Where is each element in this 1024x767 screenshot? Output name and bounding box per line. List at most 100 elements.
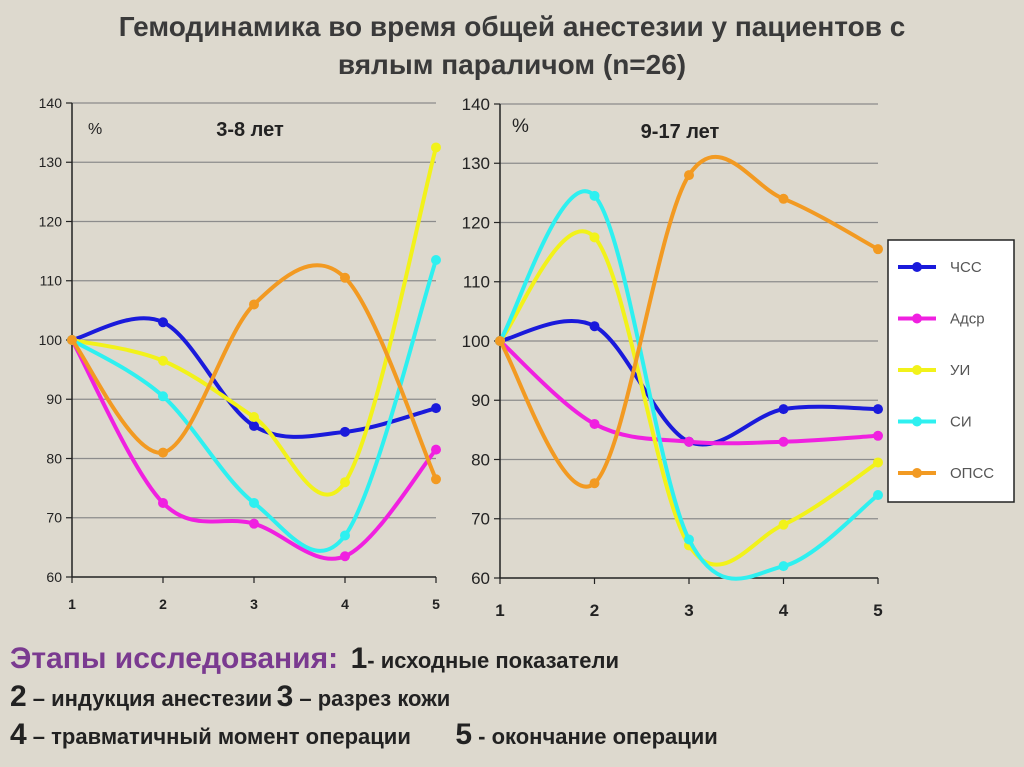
legend-swatch-marker — [912, 313, 922, 324]
data-point — [431, 444, 441, 455]
x-tick-label: 2 — [159, 596, 167, 612]
data-point — [249, 420, 259, 431]
y-tick-label: 90 — [46, 391, 62, 407]
data-point — [249, 518, 259, 529]
y-tick-label: 60 — [46, 569, 62, 585]
series-line-УИ — [70, 145, 438, 497]
data-point — [778, 404, 789, 415]
series-line-СИ — [498, 189, 880, 581]
data-point — [873, 430, 883, 441]
data-point — [249, 497, 259, 508]
page-title: Гемодинамика во время общей анестезии у … — [0, 8, 1024, 84]
data-point — [158, 391, 168, 402]
title-line-1: Гемодинамика во время общей анестезии у … — [118, 11, 906, 42]
stages-label: Этапы исследования: — [10, 642, 339, 675]
data-point — [431, 255, 441, 266]
series-line-СИ — [70, 258, 438, 553]
x-tick-label: 2 — [590, 601, 599, 620]
data-point — [778, 519, 789, 530]
data-point — [589, 232, 600, 243]
chart-right: 60 70 80 90 100 110 120 130 140 1 2 3 4 5% 9-17 лет ЧСС… — [462, 95, 1015, 620]
x-tick-label: 5 — [432, 596, 440, 612]
legend-swatch-marker — [912, 416, 922, 427]
stages-line-3: 4 – травматичный момент операции 5 - око… — [10, 716, 1010, 754]
data-point — [431, 142, 441, 153]
y-tick-label: 70 — [46, 510, 62, 526]
y-tick-label: 100 — [39, 332, 63, 348]
stage-2-number: 2 — [10, 680, 27, 713]
legend-swatch-marker — [912, 468, 922, 478]
data-point — [249, 299, 259, 310]
data-point — [158, 497, 168, 508]
stage-5-text: - окончание операции — [472, 724, 718, 749]
data-point — [340, 477, 350, 488]
y-tick-label: 110 — [40, 273, 63, 289]
chart-title: 3-8 лет — [216, 119, 284, 141]
data-point — [873, 404, 883, 415]
data-point — [589, 321, 600, 332]
y-tick-label: 140 — [39, 95, 63, 111]
data-point — [158, 317, 168, 328]
x-tick-label: 4 — [341, 596, 349, 612]
x-tick-label: 3 — [250, 596, 258, 612]
data-point — [431, 403, 441, 414]
legend-label: СИ — [950, 414, 972, 431]
legend-label: УИ — [950, 362, 970, 379]
legend-label: ОПСС — [950, 465, 994, 482]
x-tick-label: 1 — [68, 596, 76, 612]
chart-title: 9-17 лет — [641, 121, 720, 143]
data-point — [67, 335, 77, 345]
data-point — [684, 170, 694, 181]
data-point — [495, 336, 505, 346]
stage-1-number: 1 — [350, 642, 368, 675]
x-tick-label: 3 — [684, 601, 693, 620]
y-tick-label: 70 — [471, 510, 490, 529]
charts-figure: 60 70 80 90 100 110 120 130 140 1 2 3 4 5% 3-8 лет 60 70… — [39, 95, 1015, 620]
stages-legend: Этапы исследования: 1- исходные показате… — [10, 640, 1010, 754]
data-point — [684, 436, 694, 447]
data-point — [340, 426, 350, 437]
stage-4-number: 4 — [10, 718, 27, 751]
y-tick-label: 130 — [39, 154, 63, 170]
y-tick-label: 90 — [471, 391, 490, 410]
x-tick-label: 1 — [495, 601, 504, 620]
data-point — [778, 193, 789, 204]
chart-left: 60 70 80 90 100 110 120 130 140 1 2 3 4 5% 3-8 лет — [39, 95, 441, 612]
stages-line-1: Этапы исследования: 1- исходные показате… — [10, 640, 1010, 678]
y-axis-label: % — [512, 116, 529, 137]
data-point — [249, 412, 259, 423]
stage-4-text: – травматичный момент операции — [26, 724, 411, 749]
data-point — [340, 530, 350, 541]
series-line-ОПСС — [498, 155, 880, 489]
y-tick-label: 80 — [471, 450, 490, 469]
y-tick-label: 100 — [462, 332, 490, 351]
data-point — [684, 534, 694, 545]
y-tick-label: 110 — [463, 273, 490, 292]
stage-5-number: 5 — [455, 718, 473, 751]
y-tick-label: 120 — [462, 213, 490, 232]
stage-1-text: - исходные показатели — [367, 648, 620, 673]
data-point — [873, 457, 883, 468]
data-point — [778, 436, 789, 447]
series-line-УИ — [498, 229, 880, 567]
data-point — [589, 190, 600, 201]
y-tick-label: 60 — [471, 569, 490, 588]
data-point — [589, 478, 600, 489]
y-tick-label: 140 — [462, 95, 490, 114]
y-axis-label: % — [88, 121, 102, 138]
data-point — [873, 244, 883, 255]
legend-swatch-marker — [912, 365, 922, 375]
stage-3-number: 3 — [276, 680, 294, 713]
x-tick-label: 4 — [779, 601, 789, 620]
data-point — [589, 418, 600, 429]
stages-line-2: 2 – индукция анестезии 3 – разрез кожи — [10, 678, 1010, 716]
stage-3-text: – разрез кожи — [293, 686, 451, 711]
data-point — [873, 490, 883, 501]
x-tick-label: 5 — [873, 601, 882, 620]
data-point — [158, 355, 168, 366]
legend-label: Адср — [950, 311, 985, 328]
stage-2-text: – индукция анестезии — [26, 686, 273, 711]
legend: ЧСС Адср УИ СИ ОПСС — [887, 239, 1015, 503]
y-tick-label: 120 — [39, 213, 63, 229]
data-point — [778, 561, 789, 572]
